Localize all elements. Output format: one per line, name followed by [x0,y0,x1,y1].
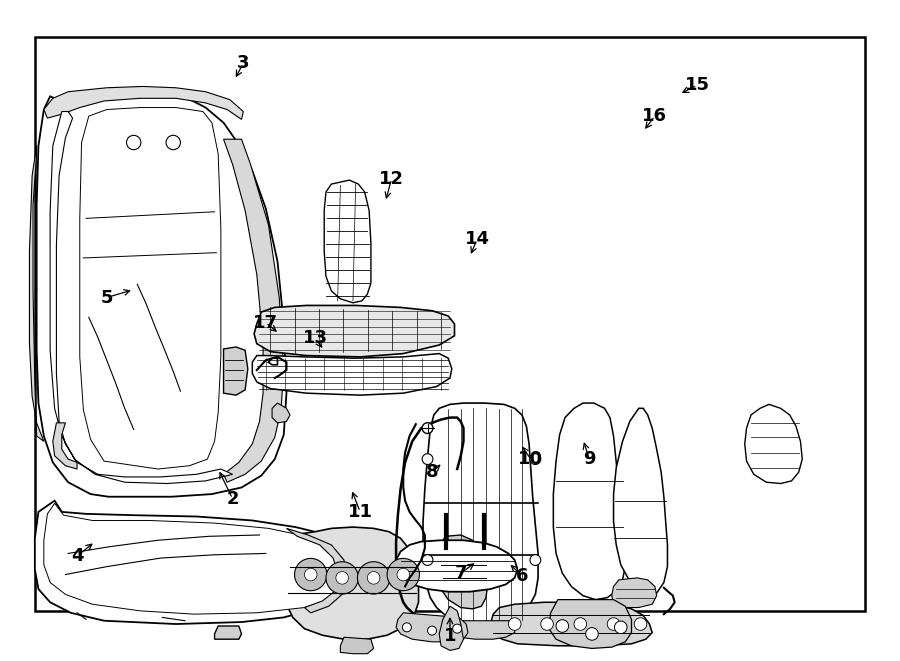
Circle shape [422,555,433,565]
Text: 12: 12 [379,170,404,188]
Circle shape [608,618,620,631]
Text: 1: 1 [444,627,456,645]
Polygon shape [744,405,802,484]
Polygon shape [223,139,284,483]
Circle shape [326,562,358,594]
Text: 4: 4 [71,547,84,565]
Circle shape [530,555,541,565]
Text: 3: 3 [237,54,249,72]
Text: 11: 11 [347,503,373,521]
Circle shape [397,568,410,581]
Polygon shape [423,403,538,623]
Text: 14: 14 [464,231,490,249]
Text: 7: 7 [454,564,467,582]
Polygon shape [50,112,232,484]
Text: 6: 6 [516,567,528,585]
Circle shape [586,628,598,641]
Polygon shape [254,305,454,357]
Text: 9: 9 [583,450,596,468]
Text: 2: 2 [226,490,239,508]
Polygon shape [30,146,44,442]
Polygon shape [53,423,77,469]
Circle shape [357,562,390,594]
Circle shape [541,618,554,631]
Circle shape [367,572,380,584]
Polygon shape [37,92,286,496]
Circle shape [530,453,541,465]
Circle shape [556,620,569,633]
Circle shape [574,618,587,631]
Polygon shape [448,621,515,639]
Polygon shape [272,403,290,423]
Circle shape [387,559,419,591]
Circle shape [453,624,462,633]
Polygon shape [324,180,371,303]
Circle shape [402,623,411,632]
Circle shape [294,559,327,591]
Circle shape [428,626,436,635]
Polygon shape [439,606,464,650]
Circle shape [508,618,521,631]
Text: 8: 8 [426,463,438,481]
Polygon shape [44,87,243,120]
Text: 5: 5 [101,288,113,307]
Circle shape [422,453,433,465]
Bar [35,37,865,611]
Polygon shape [396,540,518,592]
Polygon shape [223,347,248,395]
Polygon shape [614,408,668,596]
Text: 16: 16 [643,107,668,125]
Circle shape [336,572,348,584]
Text: 13: 13 [302,329,328,348]
Polygon shape [44,503,347,614]
Polygon shape [35,500,353,624]
Polygon shape [612,578,657,607]
Circle shape [127,136,141,149]
Text: 10: 10 [518,450,544,468]
Polygon shape [284,527,418,639]
Polygon shape [286,528,346,613]
Polygon shape [396,613,468,642]
Polygon shape [436,535,488,609]
Text: 17: 17 [253,313,278,332]
Polygon shape [549,600,632,648]
Text: 15: 15 [685,76,709,94]
Circle shape [634,618,647,631]
Polygon shape [214,626,241,639]
Circle shape [166,136,180,149]
Polygon shape [340,637,374,654]
Circle shape [304,568,317,581]
Circle shape [615,621,627,634]
Polygon shape [491,602,652,646]
Polygon shape [80,108,220,469]
Polygon shape [554,403,626,600]
Polygon shape [252,354,452,395]
Circle shape [422,423,433,434]
